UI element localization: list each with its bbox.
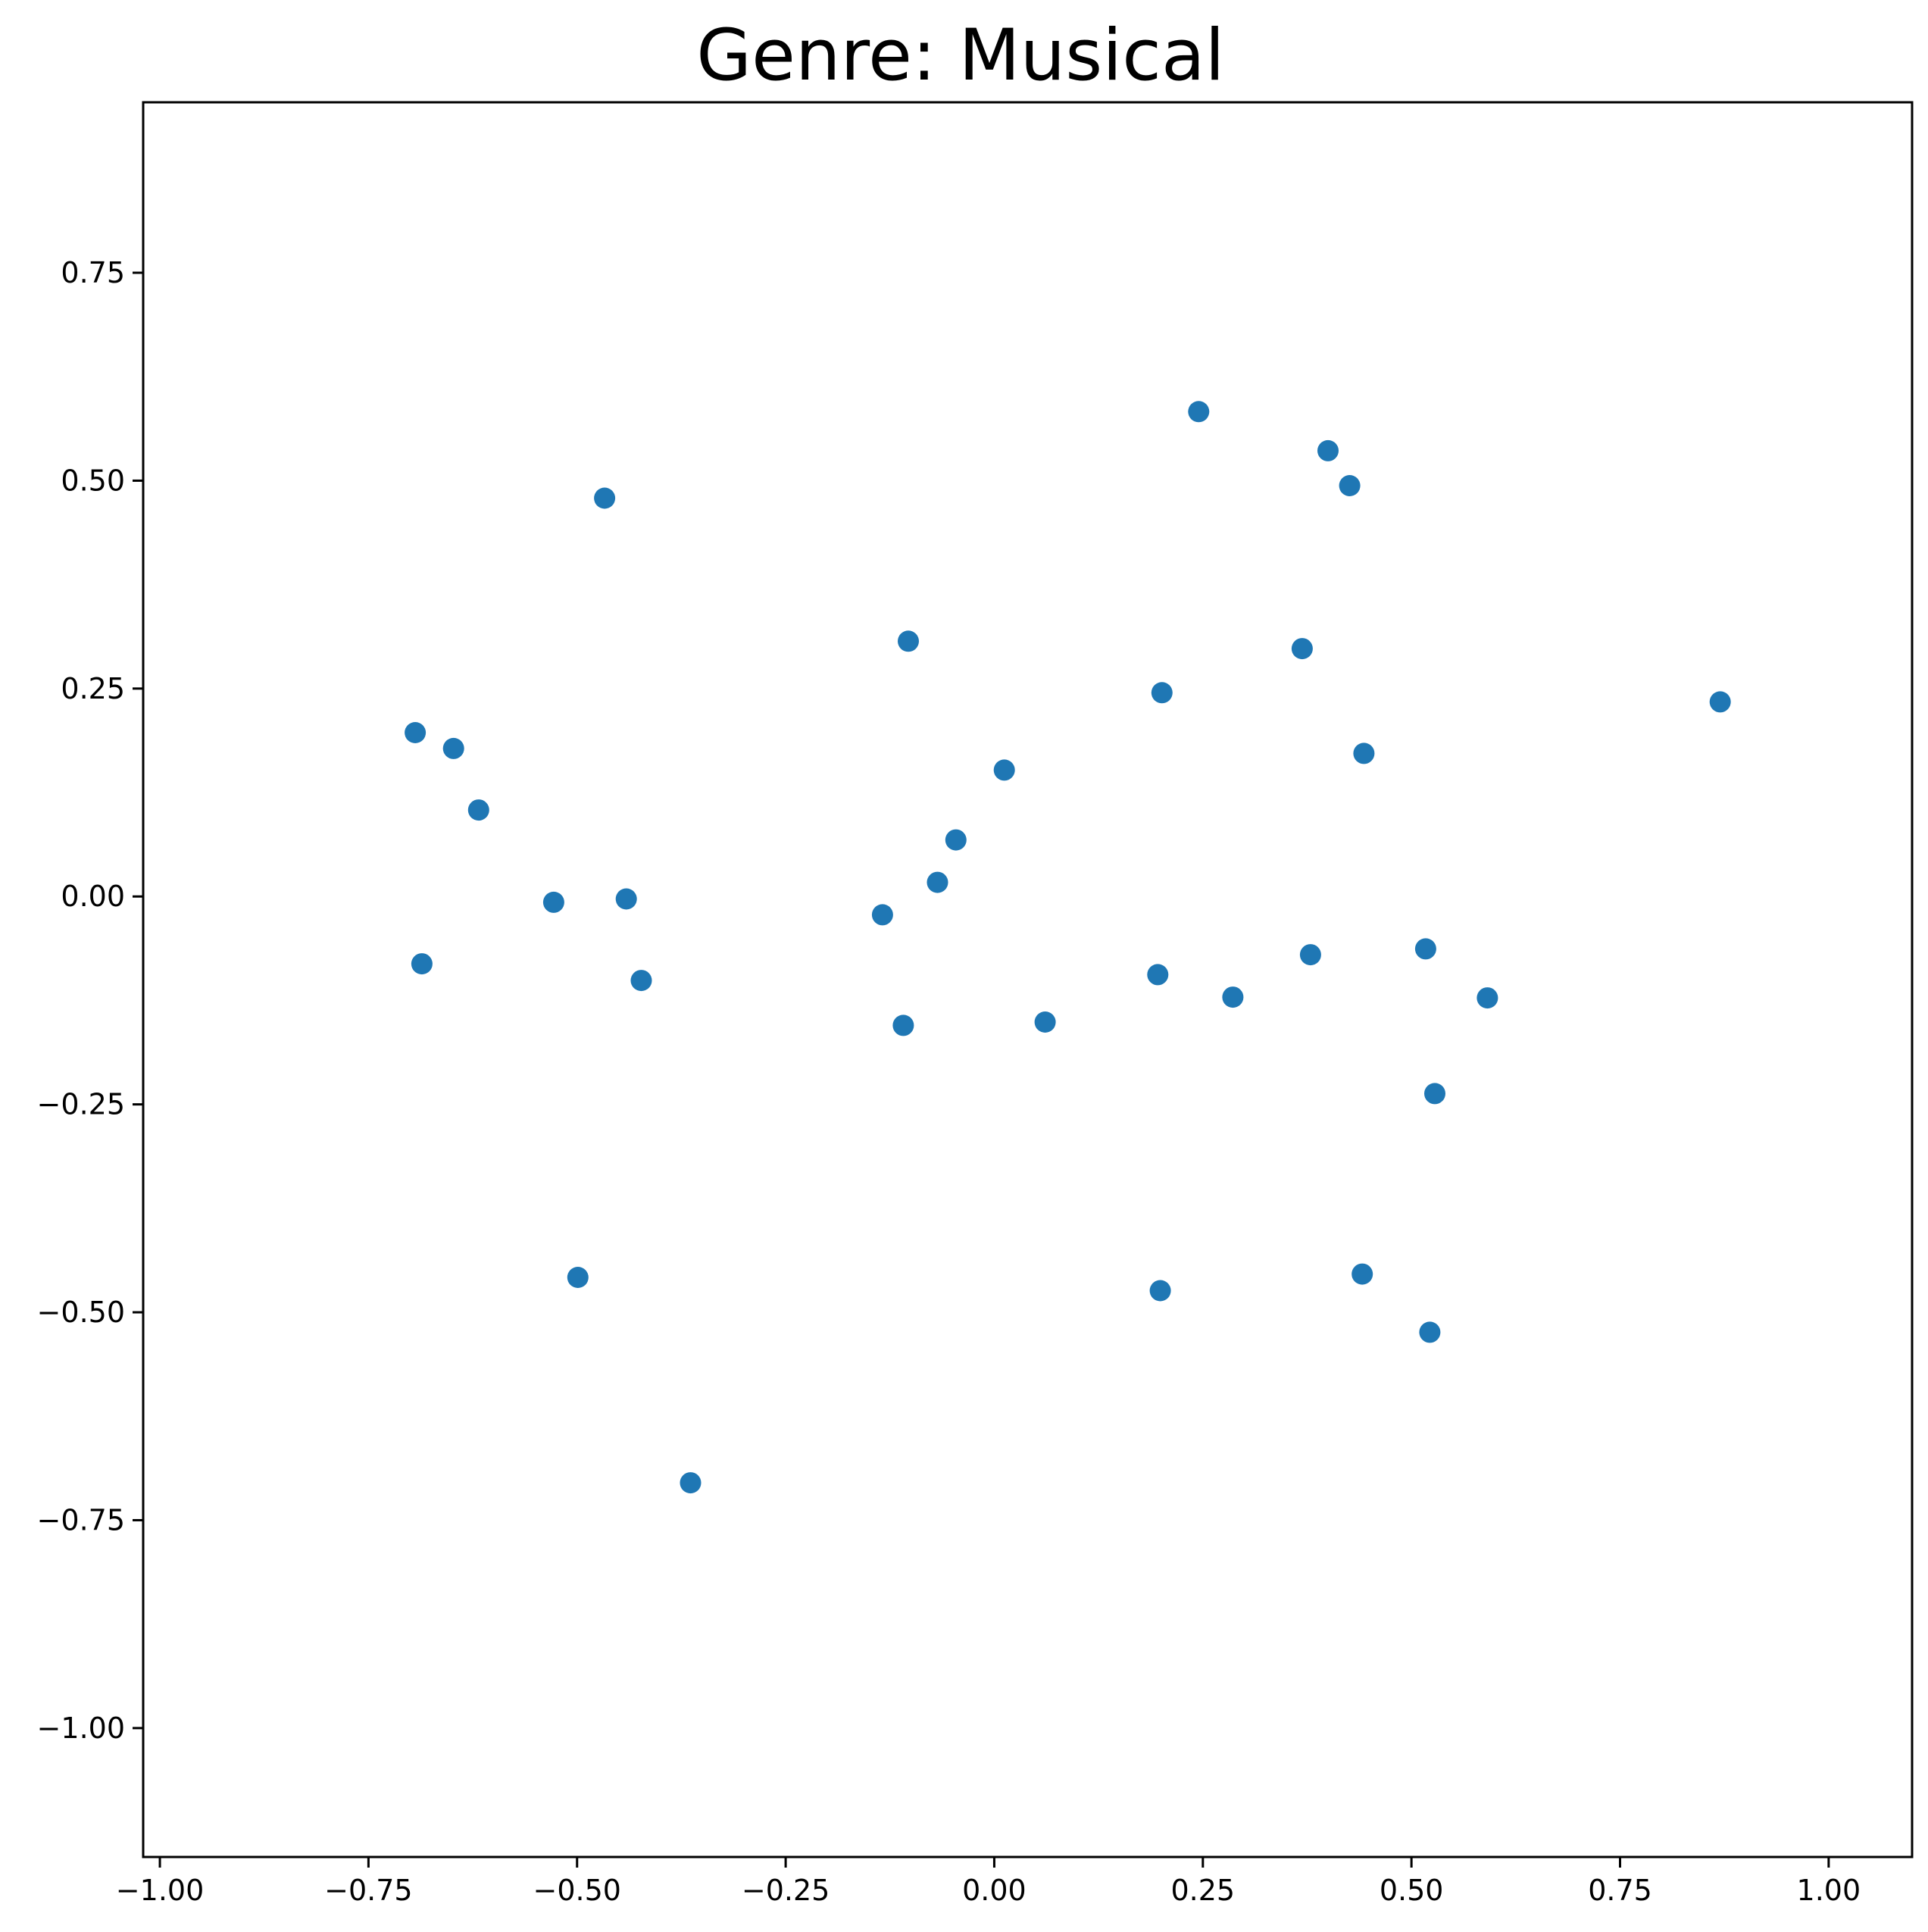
data-point-0-24 <box>1476 987 1498 1009</box>
data-point-0-19 <box>630 970 652 992</box>
x-tick-label-6: 0.50 <box>1380 1874 1444 1907</box>
x-tick-label-3: −0.25 <box>742 1874 830 1907</box>
data-point-0-1 <box>1317 439 1339 461</box>
data-point-0-12 <box>467 799 489 821</box>
x-tick-label-4: 0.00 <box>962 1874 1026 1907</box>
axes-frame <box>142 101 1914 1859</box>
data-point-0-3 <box>594 487 616 509</box>
data-point-0-29 <box>1149 1280 1171 1302</box>
plot-area: −1.00 −0.75 −0.50 −0.25 0.00 0.25 0.50 0.75 1.00… <box>37 101 1914 1907</box>
x-tick-label-1: −0.75 <box>324 1874 412 1907</box>
x-tick-label-7: 0.75 <box>1588 1874 1652 1907</box>
y-tick-label-2: −0.50 <box>37 1296 125 1329</box>
x-tick-label-2: −0.50 <box>533 1874 621 1907</box>
data-point-0-16 <box>615 888 637 910</box>
data-point-0-11 <box>442 737 464 759</box>
x-tick-label-5: 0.25 <box>1170 1874 1235 1907</box>
data-point-0-26 <box>1034 1011 1056 1033</box>
y-tick-label-0: −1.00 <box>37 1712 125 1745</box>
data-point-0-6 <box>1151 682 1173 704</box>
data-point-0-30 <box>1351 1263 1373 1285</box>
data-point-0-17 <box>871 904 893 926</box>
data-point-0-0 <box>1188 401 1210 423</box>
data-point-0-10 <box>405 722 427 743</box>
data-point-0-23 <box>1222 986 1244 1008</box>
data-point-0-7 <box>1709 691 1731 713</box>
data-point-0-9 <box>993 759 1015 781</box>
data-point-0-28 <box>567 1267 589 1288</box>
y-tick-label-5: 0.25 <box>61 672 125 705</box>
data-point-0-13 <box>945 829 967 851</box>
data-point-0-25 <box>892 1014 914 1036</box>
y-tick-label-6: 0.50 <box>61 464 125 497</box>
y-tick-label-4: 0.00 <box>61 880 125 913</box>
data-point-0-5 <box>1291 638 1313 660</box>
x-tick-label-8: 1.00 <box>1797 1874 1861 1907</box>
chart-title: Genre: Musical <box>696 14 1224 97</box>
data-point-0-4 <box>898 630 919 652</box>
y-tick-label-7: 0.75 <box>61 256 125 289</box>
data-point-0-27 <box>1424 1083 1445 1105</box>
x-tick-label-0: −1.00 <box>116 1874 204 1907</box>
y-tick-label-1: −0.75 <box>37 1503 125 1537</box>
data-point-0-15 <box>542 891 564 913</box>
data-point-0-22 <box>1414 938 1436 960</box>
data-point-0-31 <box>1419 1321 1441 1343</box>
y-tick-label-3: −0.25 <box>37 1088 125 1121</box>
data-point-0-21 <box>1299 944 1321 966</box>
data-point-0-2 <box>1339 475 1361 496</box>
data-point-0-32 <box>680 1472 702 1494</box>
data-point-0-20 <box>1147 964 1169 986</box>
data-point-0-8 <box>1353 742 1375 764</box>
data-point-0-18 <box>411 953 433 975</box>
data-point-0-14 <box>927 871 948 893</box>
